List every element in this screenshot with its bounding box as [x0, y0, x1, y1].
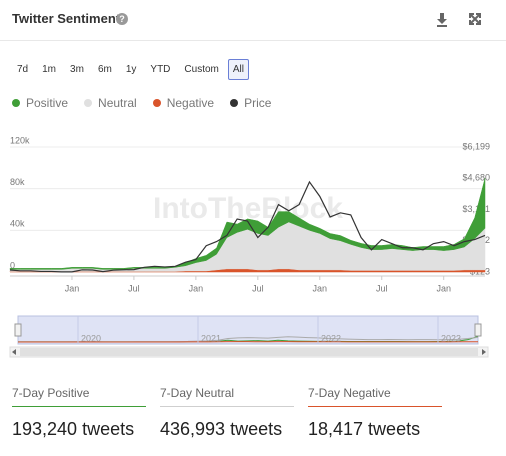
y2-tick-label: $6,199: [462, 141, 490, 151]
expand-icon[interactable]: [469, 13, 481, 25]
navigator-handle[interactable]: [474, 323, 482, 337]
y-tick-label: 40k: [10, 219, 25, 229]
y-tick-label: 0: [10, 260, 15, 270]
y-tick-label: 80k: [10, 177, 25, 187]
range-button[interactable]: 3m: [65, 59, 89, 80]
x-tick-label: Jan: [313, 283, 328, 293]
stat-label: 7-Day Positive: [12, 386, 146, 407]
x-tick-label: Jan: [189, 283, 204, 293]
range-button[interactable]: 6m: [92, 59, 117, 80]
x-tick-label: Jul: [128, 283, 140, 293]
stat: 7-Day Neutral 436,993 tweets: [160, 386, 294, 440]
range-button[interactable]: Custom: [179, 59, 224, 80]
range-buttons: 7d 1m 3m 6m 1y YTD Custom All: [12, 59, 249, 80]
y2-tick-label: $3,161: [462, 204, 490, 214]
range-button[interactable]: 1m: [37, 59, 62, 80]
legend: Positive Neutral Negative Price: [12, 96, 271, 110]
scroll-arrow: [12, 349, 16, 355]
y-tick-label: 120k: [10, 135, 30, 145]
y2-tick-label: $4,680: [462, 173, 490, 183]
toolbar-icons: [436, 12, 486, 33]
navigator-handle[interactable]: [14, 323, 22, 337]
stat: 7-Day Negative 18,417 tweets: [308, 386, 442, 440]
stat-value: 436,993 tweets: [160, 419, 283, 439]
stat-label: 7-Day Neutral: [160, 386, 294, 407]
range-button[interactable]: 1y: [120, 59, 142, 80]
legend-label: Price: [244, 96, 272, 110]
legend-label: Negative: [166, 96, 215, 110]
widget-title: Twitter Sentiment: [12, 11, 121, 26]
stat-value: 193,240 tweets: [12, 419, 135, 439]
range-button[interactable]: 7d: [12, 59, 34, 80]
range-button[interactable]: YTD: [145, 59, 176, 80]
legend-item[interactable]: Price: [230, 96, 271, 110]
stat: 7-Day Positive 193,240 tweets: [12, 386, 146, 440]
legend-item[interactable]: Positive: [12, 96, 68, 110]
legend-swatch: [12, 99, 20, 107]
help-icon[interactable]: ?: [116, 13, 128, 25]
legend-swatch: [84, 99, 93, 107]
scroll-arrow: [482, 349, 486, 355]
x-tick-label: Jul: [252, 283, 264, 293]
legend-item[interactable]: Neutral: [84, 96, 137, 110]
stats: 7-Day Positive 193,240 tweets 7-Day Neutra…: [12, 386, 442, 440]
navigator-label: 2023: [441, 333, 461, 343]
stat-value: 18,417 tweets: [308, 419, 421, 439]
x-tick-label: Jan: [65, 283, 80, 293]
legend-swatch: [152, 99, 161, 107]
range-button[interactable]: All: [227, 59, 249, 80]
navigator-label: 2021: [201, 333, 221, 343]
x-tick-label: Jul: [376, 283, 388, 293]
price-line: [9, 180, 486, 273]
navigator-label: 2020: [81, 333, 101, 343]
legend-label: Neutral: [98, 96, 137, 110]
chart: IntoTheBlock040k80k120k$123$1,642$3,161$…: [9, 135, 490, 358]
download-icon[interactable]: [437, 13, 447, 27]
x-tick-label: Jan: [436, 283, 451, 293]
separator: [0, 40, 506, 41]
stat-label: 7-Day Negative: [308, 386, 442, 407]
navigator-label: 2022: [321, 333, 341, 343]
legend-label: Positive: [26, 96, 69, 110]
scrollbar-thumb[interactable]: [20, 348, 478, 356]
toolbar-svg: [437, 13, 481, 27]
legend-item[interactable]: Negative: [152, 96, 215, 110]
legend-swatch: [230, 99, 239, 107]
